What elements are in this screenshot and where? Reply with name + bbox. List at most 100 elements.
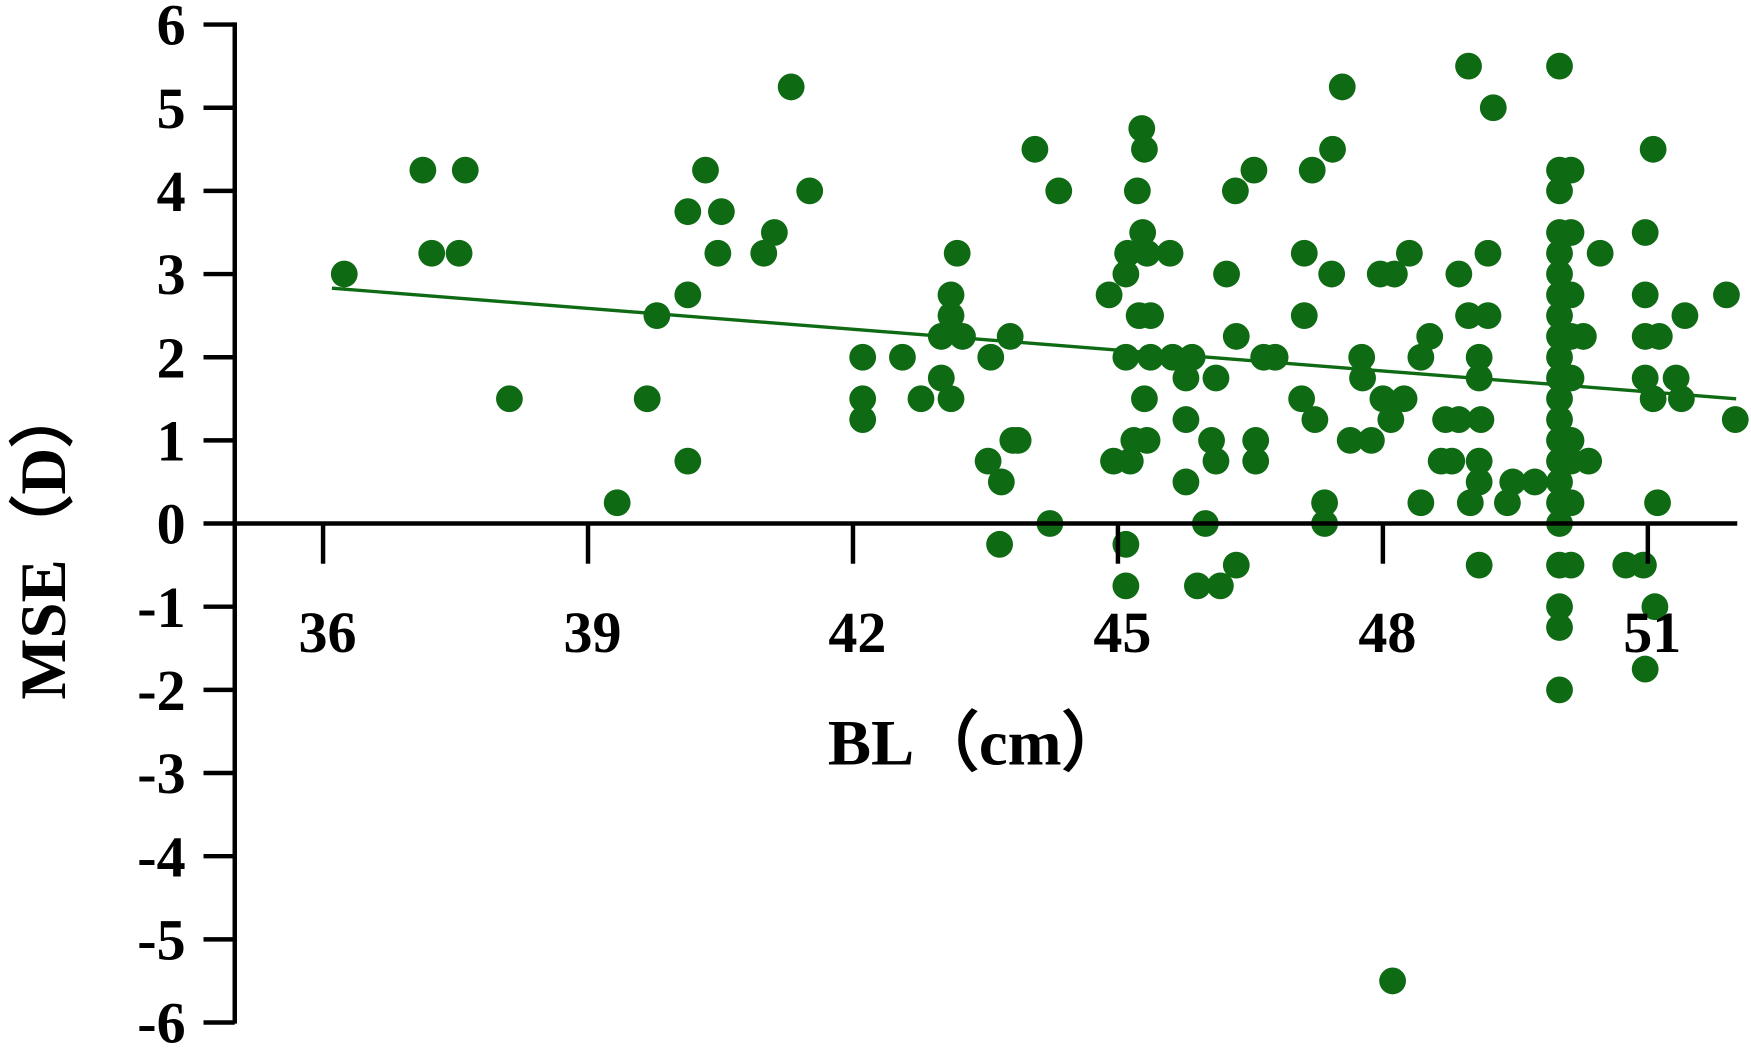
- point: [1156, 239, 1184, 267]
- point: [889, 343, 916, 371]
- point: [1114, 239, 1142, 267]
- point: [330, 260, 358, 288]
- point: [1319, 135, 1346, 163]
- point: [1206, 572, 1234, 600]
- point: [1639, 135, 1667, 163]
- point: [633, 385, 661, 413]
- point: [1298, 156, 1326, 184]
- point: [1202, 364, 1230, 392]
- y-tick-label: -4: [137, 824, 185, 889]
- point: [1445, 406, 1473, 433]
- point: [937, 302, 965, 330]
- point: [1662, 364, 1690, 392]
- point: [1095, 281, 1123, 309]
- point: [1546, 343, 1573, 371]
- point: [1290, 239, 1318, 267]
- point: [1112, 343, 1140, 371]
- point: [1557, 281, 1585, 309]
- point: [1379, 967, 1406, 995]
- point: [849, 385, 877, 413]
- point: [1557, 551, 1585, 579]
- point: [1336, 426, 1364, 454]
- point: [937, 281, 965, 309]
- y-tick-label: 0: [157, 492, 186, 557]
- point: [1546, 406, 1573, 433]
- point: [1474, 302, 1502, 330]
- x-axis-title: BL（cm）: [828, 708, 1126, 780]
- point: [1467, 406, 1495, 433]
- point: [760, 219, 788, 246]
- point: [1671, 302, 1699, 330]
- point: [1112, 260, 1140, 288]
- point: [1455, 52, 1482, 80]
- point: [1242, 426, 1270, 454]
- point: [704, 239, 732, 267]
- x-tick-label: 42: [828, 600, 886, 665]
- point: [1479, 94, 1507, 122]
- point: [1546, 468, 1573, 496]
- point: [1667, 385, 1695, 413]
- point: [1546, 52, 1573, 80]
- point: [1456, 489, 1484, 517]
- point: [1222, 551, 1250, 579]
- y-tick-label: -5: [137, 907, 185, 972]
- point: [1116, 447, 1144, 475]
- point: [1261, 343, 1289, 371]
- point: [849, 406, 877, 433]
- point: [1546, 385, 1573, 413]
- x-tick-label: 45: [1093, 600, 1151, 665]
- point: [1131, 385, 1158, 413]
- point: [1172, 364, 1200, 392]
- point: [987, 468, 1015, 496]
- point: [1202, 447, 1230, 475]
- point: [1455, 302, 1482, 330]
- point: [692, 156, 719, 184]
- point: [937, 385, 965, 413]
- point: [1328, 73, 1356, 101]
- point: [1172, 468, 1200, 496]
- point: [1159, 343, 1187, 371]
- point: [1445, 260, 1473, 288]
- point: [1213, 260, 1240, 288]
- point: [1569, 323, 1597, 350]
- point: [1557, 219, 1585, 246]
- x-tick-label: 48: [1358, 600, 1416, 665]
- point: [1407, 343, 1435, 371]
- point: [1521, 468, 1549, 496]
- y-tick-label: -2: [137, 658, 185, 723]
- point: [1494, 489, 1521, 517]
- point: [1465, 468, 1493, 496]
- point: [1416, 323, 1444, 350]
- point: [927, 364, 955, 392]
- point: [1222, 323, 1250, 350]
- y-tick-label: -1: [137, 575, 185, 640]
- point: [1641, 593, 1669, 621]
- point: [1631, 219, 1659, 246]
- point: [1546, 239, 1573, 267]
- y-tick-label: 1: [157, 408, 186, 473]
- point: [1721, 406, 1749, 433]
- point: [674, 198, 702, 226]
- x-tick-label: 51: [1623, 600, 1681, 665]
- point: [750, 239, 778, 267]
- point: [796, 177, 824, 205]
- point: [1290, 302, 1318, 330]
- point: [1546, 177, 1573, 205]
- x-tick-label: 36: [299, 600, 357, 665]
- point: [1499, 468, 1527, 496]
- point: [1242, 447, 1270, 475]
- point: [1358, 426, 1385, 454]
- point: [1184, 572, 1211, 600]
- point: [1311, 489, 1338, 517]
- plot-area: [330, 52, 1749, 995]
- point: [1557, 489, 1585, 517]
- point: [907, 385, 935, 413]
- point: [1133, 426, 1161, 454]
- y-tick-label: -6: [137, 991, 185, 1056]
- point: [1045, 177, 1073, 205]
- point: [849, 343, 877, 371]
- point: [1713, 281, 1740, 309]
- point: [1129, 219, 1157, 246]
- point: [1630, 551, 1657, 579]
